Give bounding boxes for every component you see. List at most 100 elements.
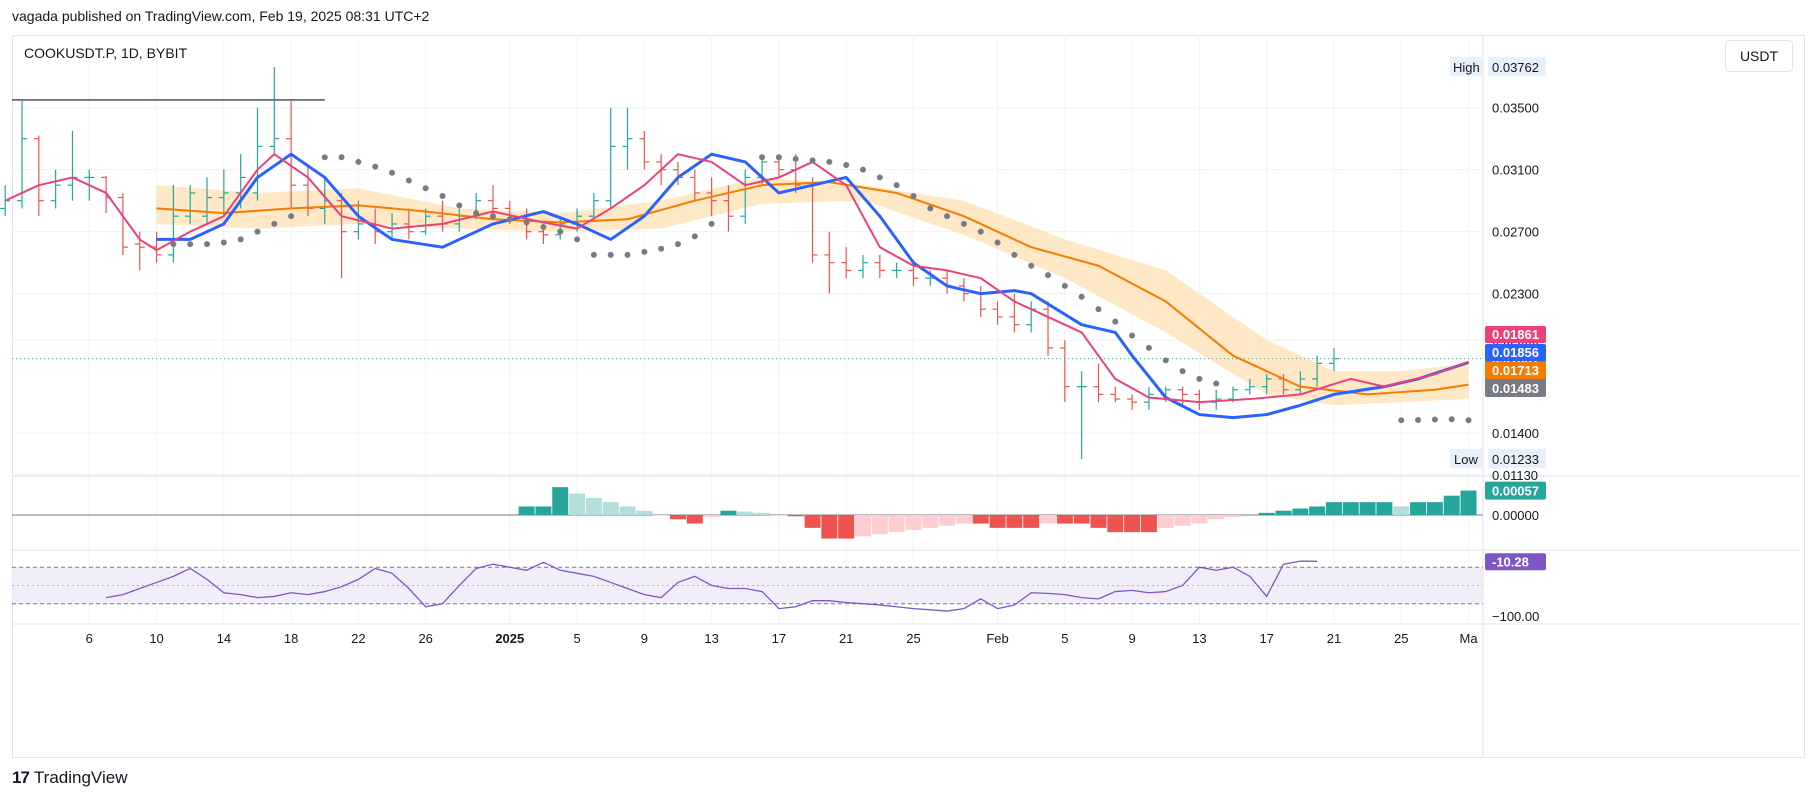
psar-dot — [473, 210, 480, 217]
histogram-bar — [720, 510, 737, 515]
time-axis-label: 14 — [217, 631, 231, 646]
candle — [403, 208, 414, 240]
price-axis-label: 0.01400 — [1492, 426, 1539, 441]
histogram-bar — [1241, 515, 1258, 516]
psar-dot — [1095, 306, 1102, 313]
histogram-bar — [905, 515, 922, 530]
indicator-badge — [1485, 362, 1546, 379]
psar-dot — [187, 241, 194, 248]
candle — [858, 254, 868, 279]
psar-dot — [372, 163, 379, 170]
psar-dot — [456, 202, 463, 209]
histogram-bar — [535, 506, 552, 515]
psar-dot — [624, 251, 631, 258]
histogram-bar — [855, 515, 871, 537]
histogram-bar — [703, 515, 720, 518]
psar-dot — [489, 213, 496, 220]
time-axis-label: 13 — [704, 631, 718, 646]
currency-button[interactable]: USDT — [1725, 40, 1793, 72]
candle — [588, 192, 599, 220]
time-axis-label: 2025 — [495, 631, 524, 646]
histogram-bar — [888, 515, 905, 533]
histogram-bar — [1426, 502, 1443, 515]
low-value: 0.01233 — [1492, 452, 1539, 467]
candle — [1211, 389, 1222, 410]
histogram-bar — [1040, 515, 1057, 524]
candle — [1244, 378, 1255, 395]
histogram-bar — [922, 515, 939, 528]
candle — [1076, 371, 1087, 460]
oscillator-line — [105, 560, 1318, 612]
candle — [1093, 363, 1104, 403]
psar-dot — [220, 239, 227, 246]
psar-dot — [1179, 368, 1186, 375]
psar-dot — [843, 162, 850, 169]
histogram-bar — [1309, 506, 1326, 515]
psar-dot — [775, 154, 782, 161]
publish-attribution: vagada published on TradingView.com, Feb… — [12, 8, 430, 24]
psar-dot — [389, 169, 396, 176]
time-axis-label: 5 — [1061, 631, 1068, 646]
time-axis-label: Ma — [1459, 631, 1478, 646]
psar-dot — [254, 228, 261, 235]
psar-dot — [321, 154, 328, 161]
indicator-badge-value: 0.01483 — [1492, 381, 1539, 396]
psar-dot — [1213, 380, 1220, 387]
histogram-bar — [1191, 515, 1208, 524]
psar-dot — [590, 251, 597, 258]
psar-dot — [893, 182, 900, 189]
histogram-bar — [1157, 515, 1174, 528]
candle — [269, 67, 280, 155]
histogram-bar — [1107, 515, 1124, 533]
candle — [555, 216, 566, 240]
psar-dot — [1061, 282, 1068, 289]
psar-dot — [1028, 262, 1035, 269]
histogram-bar — [1410, 502, 1427, 515]
time-axis-label: 13 — [1192, 631, 1206, 646]
psar-dot — [540, 224, 547, 231]
psar-dot — [237, 236, 244, 243]
time-axis-label: 25 — [906, 631, 920, 646]
time-axis-label: 9 — [1129, 631, 1136, 646]
histogram-bar — [1325, 502, 1342, 515]
psar-dot — [792, 155, 799, 162]
candle — [420, 208, 431, 235]
time-axis-label: 10 — [149, 631, 163, 646]
high-value-box — [1488, 57, 1546, 77]
histogram-bar — [1275, 510, 1292, 515]
histogram-value-badge — [1485, 481, 1546, 500]
tradingview-logo[interactable]: 17 TradingView — [12, 768, 127, 788]
symbol-label[interactable]: COOKUSDT.P, 1D, BYBIT — [24, 45, 188, 61]
chart-frame — [12, 35, 1805, 758]
psar-dot — [876, 174, 883, 181]
candle — [639, 130, 650, 170]
psar-dot — [691, 233, 698, 240]
candle — [1127, 394, 1138, 410]
histogram-axis-label: 0.00000 — [1492, 508, 1539, 523]
slow-ma-line — [156, 152, 1469, 420]
time-axis-label: 21 — [1327, 631, 1341, 646]
psar-dot — [1465, 417, 1472, 424]
candle — [605, 107, 616, 209]
histogram-value: 0.00057 — [1492, 484, 1539, 499]
psar-dot — [809, 157, 816, 164]
price-axis-label: 0.03100 — [1492, 163, 1539, 178]
histogram-bar — [669, 515, 686, 520]
psar-dot — [1448, 416, 1455, 423]
histogram-bar — [602, 502, 619, 515]
histogram-bar — [1208, 515, 1225, 520]
histogram-bar — [1359, 502, 1376, 515]
candle — [33, 135, 44, 217]
candle — [975, 285, 986, 317]
low-label: Low — [1454, 452, 1478, 467]
psar-dot — [860, 166, 866, 173]
price-axis-label: 0.02700 — [1492, 225, 1539, 240]
histogram-bar — [787, 515, 804, 517]
histogram-bar — [1393, 506, 1410, 515]
psar-dot — [1129, 332, 1136, 339]
candle — [1312, 355, 1323, 387]
histogram-bar — [1376, 502, 1393, 515]
time-axis-label: 6 — [86, 631, 93, 646]
candle — [1110, 386, 1121, 403]
